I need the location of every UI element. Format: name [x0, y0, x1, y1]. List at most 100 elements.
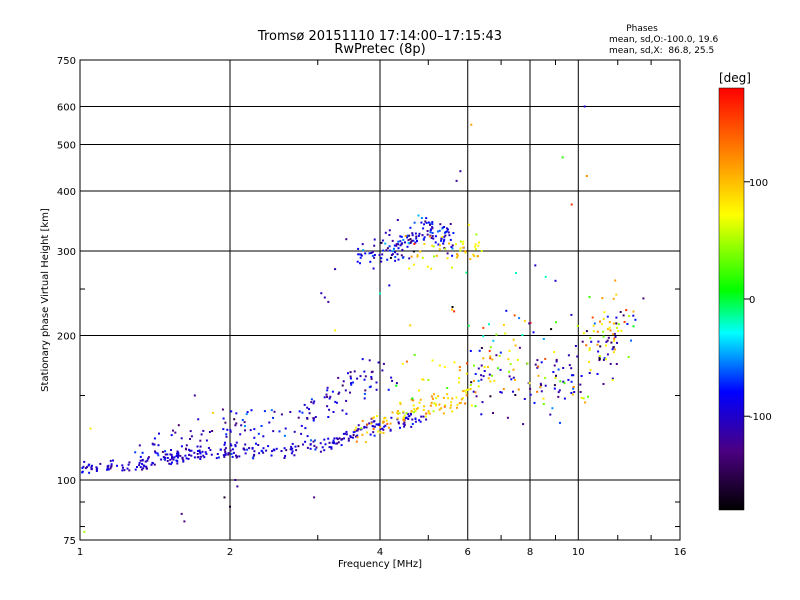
data-point [464, 250, 467, 253]
data-point [402, 418, 405, 421]
data-point [491, 358, 494, 361]
data-point [599, 345, 602, 348]
data-point [572, 374, 575, 377]
data-point [397, 412, 400, 415]
data-point [420, 217, 423, 219]
data-point [283, 447, 286, 450]
data-point [371, 370, 374, 373]
colorbar [718, 87, 745, 511]
data-point [371, 251, 374, 253]
data-point [362, 249, 365, 252]
data-point [401, 362, 404, 365]
data-point [357, 253, 360, 256]
data-point [443, 226, 446, 228]
y-tick-label: 750 [57, 56, 76, 67]
data-point [424, 220, 427, 223]
data-point [555, 374, 557, 377]
data-point [460, 398, 463, 401]
data-point [156, 452, 159, 455]
data-point [96, 467, 99, 470]
y-tick-label: 300 [57, 247, 76, 258]
data-point [304, 440, 307, 443]
data-point [415, 407, 418, 410]
data-point [582, 397, 585, 400]
data-point [412, 263, 415, 266]
data-point [223, 496, 226, 499]
data-point [465, 391, 468, 394]
data-point [81, 470, 84, 473]
data-point [314, 416, 317, 418]
data-point [208, 431, 211, 433]
data-point [88, 471, 91, 474]
x-tick-label: 16 [674, 547, 687, 558]
data-point [576, 355, 579, 358]
data-point [399, 244, 402, 247]
data-point [449, 223, 452, 225]
data-point [99, 462, 102, 465]
data-point [139, 466, 142, 469]
data-point [275, 447, 278, 450]
data-point [86, 466, 88, 469]
data-point [406, 236, 409, 239]
data-point [373, 434, 376, 437]
data-point [381, 369, 384, 372]
data-point [509, 363, 512, 366]
data-point [572, 387, 575, 390]
data-point [472, 390, 475, 393]
data-point [607, 336, 610, 339]
data-point [539, 386, 542, 388]
data-point [440, 407, 443, 410]
data-point [356, 429, 359, 432]
data-point [170, 434, 173, 437]
data-point [309, 443, 312, 446]
data-point [280, 450, 283, 452]
data-point [570, 380, 573, 383]
data-point [558, 389, 561, 392]
data-point [579, 383, 582, 386]
data-point [330, 447, 333, 450]
data-point [257, 432, 260, 435]
data-point [236, 485, 239, 488]
data-point [347, 437, 350, 440]
data-point [196, 452, 199, 455]
data-point [350, 382, 352, 385]
data-point [370, 422, 373, 425]
data-point [403, 421, 406, 424]
data-point [529, 387, 532, 390]
data-point [469, 258, 472, 261]
data-point [169, 463, 172, 466]
data-point [469, 388, 472, 390]
data-point [226, 428, 229, 431]
data-point [273, 449, 276, 452]
data-point [81, 467, 84, 469]
data-point [592, 330, 595, 333]
data-point [328, 441, 331, 444]
data-point [512, 376, 515, 379]
y-tick-label: 600 [57, 103, 76, 114]
data-point [411, 423, 414, 425]
data-point [634, 318, 637, 321]
data-point [306, 417, 309, 419]
data-point [387, 388, 390, 391]
data-point [331, 390, 334, 393]
data-point [326, 386, 329, 389]
data-point [544, 275, 547, 278]
data-point [154, 451, 157, 454]
x-tick-label: 8 [527, 547, 533, 558]
data-point [403, 425, 406, 428]
data-point [614, 279, 617, 282]
data-point [588, 360, 590, 363]
data-point [602, 358, 605, 361]
data-point [361, 433, 364, 436]
data-point [432, 245, 435, 248]
data-point [421, 378, 424, 381]
data-point [474, 243, 477, 246]
data-point [363, 378, 366, 381]
data-point [369, 433, 372, 436]
data-point [413, 411, 416, 414]
data-point [234, 479, 237, 481]
data-point [345, 412, 348, 415]
data-point [459, 249, 462, 252]
data-point [415, 235, 418, 238]
x-tick-label: 4 [377, 547, 383, 558]
